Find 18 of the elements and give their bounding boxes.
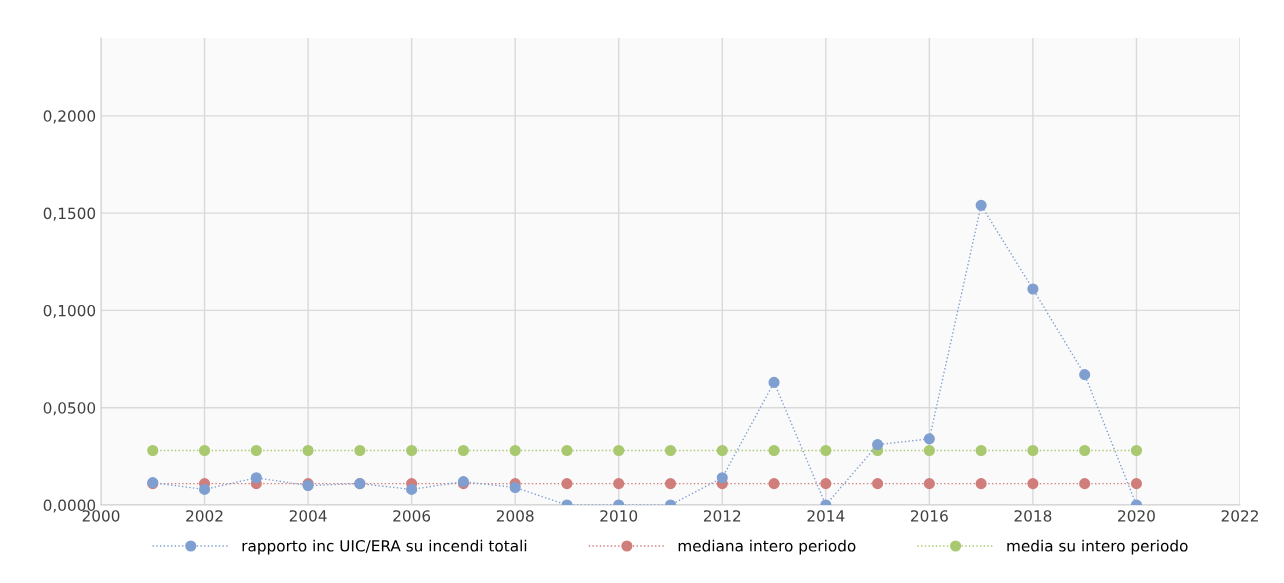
x-tick-label: 2002 — [186, 510, 223, 522]
x-tick-label: 2004 — [289, 510, 327, 522]
x-tick-label: 2010 — [600, 510, 638, 522]
y-tick-label: 0,0500 — [43, 402, 96, 416]
y-tick-label: 0,1500 — [43, 207, 96, 221]
x-tick-label: 2020 — [1118, 510, 1155, 522]
legend-label: mediana intero periodo — [678, 539, 856, 555]
x-tick-label: 2012 — [703, 510, 741, 522]
y-tick-label: 0,1000 — [43, 304, 96, 318]
x-tick-label: 2016 — [911, 510, 948, 522]
y-tick-label: 0,2000 — [43, 110, 96, 124]
x-tick-label: 2006 — [393, 510, 431, 522]
legend-label: rapporto inc UIC/ERA su incendi totali — [242, 539, 527, 555]
x-tick-label: 2014 — [807, 510, 845, 522]
x-tick-label: 2022 — [1221, 510, 1258, 522]
x-tick-label: 2018 — [1014, 510, 1052, 522]
x-tick-label: 2008 — [496, 510, 534, 522]
legend-label: media su intero periodo — [1007, 539, 1188, 555]
